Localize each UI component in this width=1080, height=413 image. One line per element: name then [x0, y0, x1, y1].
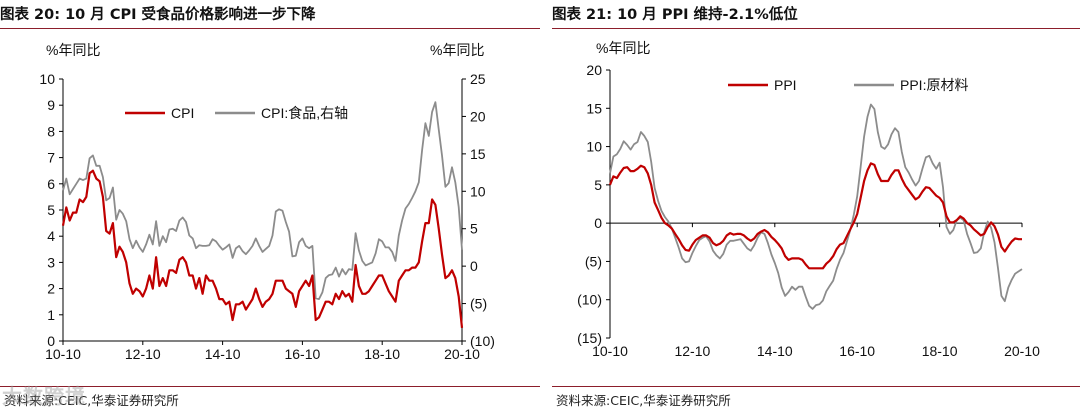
y-tick-label: 15: [586, 100, 602, 116]
chart-title: 图表 20: 10 月 CPI 受食品价格影响进一步下降: [0, 7, 316, 23]
y-tick-label: 4: [47, 228, 55, 244]
x-tick-label: 14-10: [757, 343, 793, 359]
chart-panel-cpi: 图表 20: 10 月 CPI 受食品价格影响进一步下降 10 9 8 7 6 5 4 3 2 1…: [0, 7, 540, 408]
y-right-tick-label: 15: [470, 146, 486, 162]
series-line-1: [62, 101, 463, 300]
watermark-logo: 大数跨境: [2, 384, 86, 408]
series-line-0: [608, 162, 1022, 270]
x-tick-label: 10-10: [592, 343, 628, 359]
source-note: 资料来源:CEIC,华泰证券研究所: [556, 393, 731, 408]
x-tick-label: 18-10: [364, 346, 400, 362]
y-tick-label: 0: [594, 215, 602, 231]
y-axis-label: %年同比: [596, 40, 650, 56]
source-note: 资料来源:CEIC,华泰证券研究所: [4, 393, 179, 408]
y-tick-label: 1: [47, 307, 55, 323]
y-tick-label: 10: [39, 71, 55, 87]
title-divider: [0, 28, 540, 29]
source-divider: [0, 386, 540, 387]
y-tick-label: 9: [47, 97, 55, 113]
legend-label: CPI: [171, 105, 194, 121]
x-tick-label: 16-10: [284, 346, 320, 362]
y-tick-label: 0: [47, 333, 55, 349]
y-right-tick-label: 10: [470, 183, 486, 199]
chart-title: 图表 21: 10 月 PPI 维持-2.1%低位: [552, 7, 798, 23]
x-tick-label: 16-10: [839, 343, 875, 359]
y-tick-label: 2: [47, 281, 55, 297]
source-divider: [552, 386, 1080, 387]
x-tick-label: 14-10: [205, 346, 241, 362]
y-tick-label: (5): [585, 253, 602, 269]
y-tick-label: 5: [47, 202, 55, 218]
x-tick-label: 20-10: [1004, 343, 1040, 359]
y-right-tick-label: 20: [470, 108, 486, 124]
y-right-tick-label: 0: [470, 258, 478, 274]
y-right-tick-label: 25: [470, 71, 486, 87]
legend-label: PPI:原材料: [900, 77, 968, 93]
y-tick-label: 10: [586, 139, 602, 155]
y-axis-label: %年同比: [46, 42, 100, 58]
y-tick-label: 8: [47, 123, 55, 139]
y-right-tick-label: (5): [470, 296, 487, 312]
y-right-tick-label: 5: [470, 221, 478, 237]
y-tick-label: (15): [577, 330, 602, 346]
y-tick-label: 5: [594, 177, 602, 193]
ppi-chart-svg: 20 15 10 5 0 (5) (10) (15)10-10 12-10 14-10 16-10 1…: [577, 40, 1040, 359]
chart-panel-ppi: 图表 21: 10 月 PPI 维持-2.1%低位 20 15 10 5 0 (5) (10…: [552, 0, 1080, 413]
y-tick-label: (10): [577, 292, 602, 308]
y-tick-label: 6: [47, 176, 55, 192]
series-line-1: [609, 103, 1023, 310]
x-tick-label: 12-10: [125, 346, 161, 362]
x-tick-label: 10-10: [45, 346, 81, 362]
title-divider: [552, 28, 1080, 29]
x-tick-label: 12-10: [674, 343, 710, 359]
x-tick-label: 18-10: [922, 343, 958, 359]
x-tick-label: 20-10: [444, 346, 480, 362]
legend-label: CPI:食品,右轴: [261, 105, 348, 121]
y-right-tick-label: (10): [470, 333, 495, 349]
y-tick-label: 3: [47, 254, 55, 270]
y-tick-label: 7: [47, 150, 55, 166]
legend-label: PPI: [774, 77, 797, 93]
y-tick-label: 20: [586, 62, 602, 78]
series-line-0: [61, 169, 464, 329]
y-axis-right-label: %年同比: [430, 42, 484, 58]
